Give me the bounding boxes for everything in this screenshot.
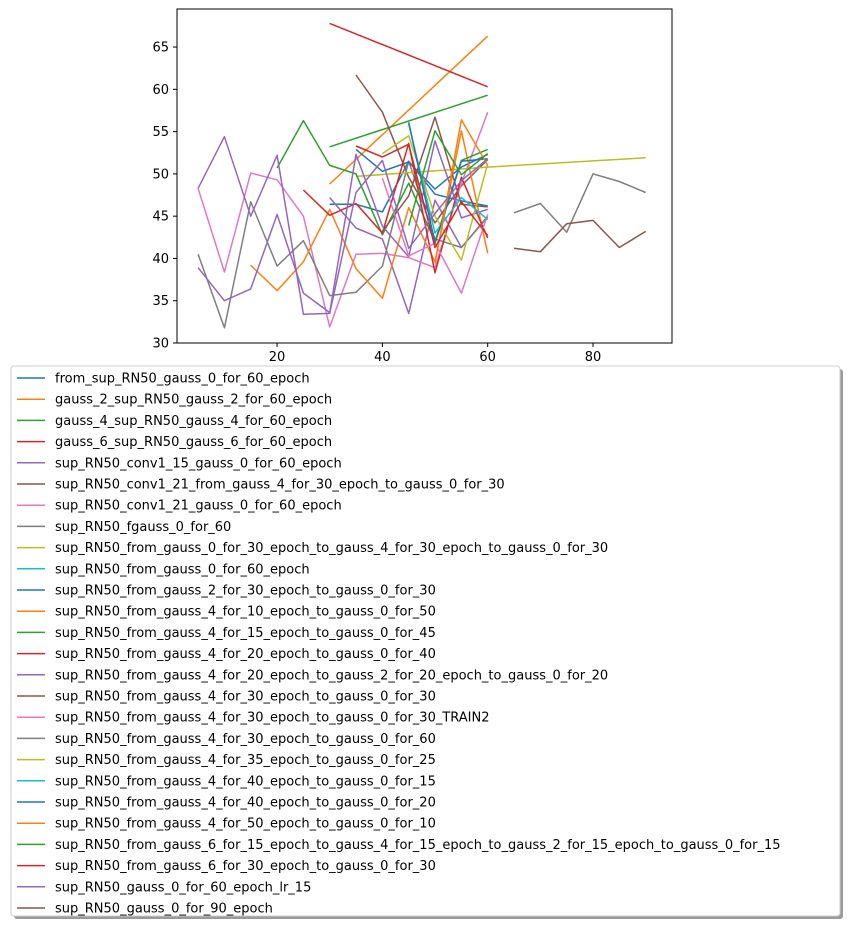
plot-frame — [176, 8, 673, 344]
legend-label-7: sup_RN50_fgauss_0_for_60 — [55, 520, 231, 535]
series-line-25 — [513, 219, 647, 253]
legend-label-19: sup_RN50_from_gauss_4_for_40_epoch_to_ga… — [55, 774, 436, 789]
series-line-22 — [407, 130, 489, 226]
series-line-2 — [329, 94, 488, 148]
y-tick-label-0: 30 — [152, 337, 169, 352]
legend-label-3: gauss_6_sup_RN50_gauss_6_for_60_epoch — [55, 435, 332, 450]
legend-label-25: sup_RN50_gauss_0_for_90_epoch — [55, 902, 273, 917]
series-line-14 — [197, 140, 488, 314]
legend-label-22: sup_RN50_from_gauss_6_for_15_epoch_to_ga… — [55, 838, 781, 853]
x-tick-label-0: 20 — [269, 350, 286, 365]
series-line-1 — [329, 35, 489, 185]
y-tick-label-6: 60 — [152, 83, 169, 98]
legend-label-23: sup_RN50_from_gauss_6_for_30_epoch_to_ga… — [55, 859, 436, 874]
y-tick-label-7: 65 — [152, 41, 169, 56]
series-line-17 — [513, 173, 646, 233]
series-line-13 — [302, 142, 489, 274]
y-tick-label-5: 55 — [152, 125, 169, 140]
series-line-18 — [381, 135, 489, 261]
legend-label-12: sup_RN50_from_gauss_4_for_15_epoch_to_ga… — [55, 626, 436, 641]
legend-label-18: sup_RN50_from_gauss_4_for_35_epoch_to_ga… — [55, 753, 436, 768]
legend-label-5: sup_RN50_conv1_21_from_gauss_4_for_30_ep… — [55, 478, 505, 493]
series-line-12 — [276, 119, 488, 243]
series-line-23 — [355, 143, 489, 249]
legend-label-20: sup_RN50_from_gauss_4_for_40_epoch_to_ga… — [55, 796, 436, 811]
y-axis: 30 35 40 45 50 55 60 65 — [152, 41, 177, 352]
y-tick-label-3: 45 — [152, 210, 169, 225]
legend-label-4: sup_RN50_conv1_15_gauss_0_for_60_epoch — [55, 456, 342, 471]
legend-label-6: sup_RN50_conv1_21_gauss_0_for_60_epoch — [55, 499, 342, 514]
legend-label-17: sup_RN50_from_gauss_4_for_30_epoch_to_ga… — [55, 732, 436, 747]
series-line-6 — [197, 111, 489, 328]
legend-label-13: sup_RN50_from_gauss_4_for_20_epoch_to_ga… — [55, 647, 436, 662]
legend-label-11: sup_RN50_from_gauss_4_for_10_epoch_to_ga… — [55, 605, 436, 620]
legend-label-15: sup_RN50_from_gauss_4_for_30_epoch_to_ga… — [55, 690, 436, 705]
legend: from_sup_RN50_gauss_0_for_60_epoch gauss_… — [10, 365, 843, 919]
legend-label-9: sup_RN50_from_gauss_0_for_60_epoch — [55, 562, 310, 577]
x-tick-label-1: 40 — [374, 350, 391, 365]
legend-label-0: from_sup_RN50_gauss_0_for_60_epoch — [55, 372, 310, 387]
series-line-24 — [197, 135, 489, 316]
legend-label-21: sup_RN50_from_gauss_4_for_50_epoch_to_ga… — [55, 817, 436, 832]
series-line-3 — [329, 22, 488, 88]
legend-label-2: gauss_4_sup_RN50_gauss_4_for_60_epoch — [55, 414, 332, 429]
legend-label-10: sup_RN50_from_gauss_2_for_30_epoch_to_ga… — [55, 584, 436, 599]
x-tick-label-3: 80 — [585, 350, 602, 365]
legend-box — [10, 365, 841, 917]
x-axis: 20 40 60 80 — [269, 343, 602, 365]
y-tick-label-4: 50 — [152, 167, 169, 182]
y-tick-label-2: 40 — [152, 252, 169, 267]
legend-label-14: sup_RN50_from_gauss_4_for_20_epoch_to_ga… — [55, 668, 608, 683]
legend-label-8: sup_RN50_from_gauss_0_for_30_epoch_to_ga… — [55, 541, 608, 556]
x-tick-label-2: 60 — [479, 350, 496, 365]
legend-label-24: sup_RN50_gauss_0_for_60_epoch_lr_15 — [55, 880, 311, 895]
legend-label-1: gauss_2_sup_RN50_gauss_2_for_60_epoch — [55, 393, 332, 408]
plot-lines — [197, 22, 647, 329]
series-line-20 — [407, 122, 488, 244]
series-line-21 — [434, 119, 489, 264]
y-tick-label-1: 35 — [152, 294, 169, 309]
legend-label-16: sup_RN50_from_gauss_4_for_30_epoch_to_ga… — [55, 711, 490, 726]
